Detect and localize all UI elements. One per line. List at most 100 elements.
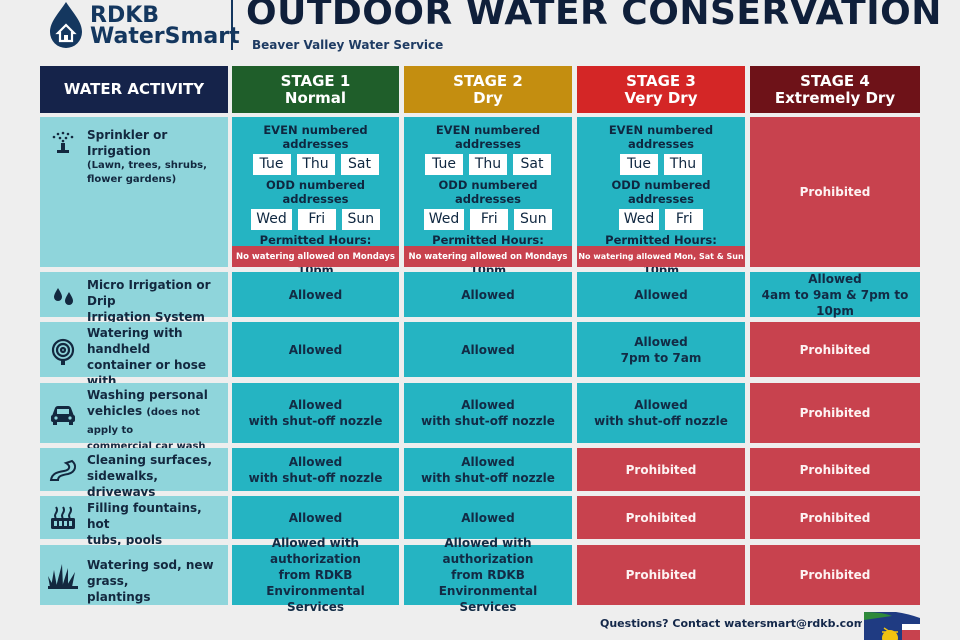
- status-allowed: Services: [459, 600, 517, 614]
- odd-label: ODD numbered addresses: [611, 178, 711, 206]
- stage4-name: Extremely Dry: [774, 88, 896, 107]
- column-header-stage2: STAGE 2 Dry: [404, 66, 572, 113]
- grass-icon: [48, 564, 78, 589]
- status-allowed: 7pm to 7am: [620, 350, 702, 365]
- day-badge: Wed: [618, 209, 660, 230]
- activity-title: vehicles: [87, 404, 143, 418]
- activity-title: Watering with handheld: [87, 326, 183, 356]
- stage3-status-cell: Prohibited: [577, 496, 745, 539]
- stage1-name: Normal: [284, 88, 347, 107]
- stage4-status-cell: Prohibited: [750, 322, 920, 377]
- day-badge: Tue: [620, 154, 658, 175]
- day-badge: Fri: [297, 209, 336, 230]
- status-allowed: Allowed: [288, 342, 343, 357]
- day-badge: Tue: [425, 154, 463, 175]
- day-badge: Thu: [469, 154, 507, 175]
- status-allowed: with shut-off nozzle: [248, 470, 383, 485]
- activity-cell: Cleaning surfaces, sidewalks, driveways: [40, 448, 228, 499]
- stage1-number: STAGE 1: [280, 71, 351, 90]
- stage1-status-cell: Allowed with shut-off nozzle: [232, 383, 399, 443]
- no-watering-banner: No watering allowed on Mondays: [404, 246, 572, 267]
- stage3-status-cell: Allowed: [577, 272, 745, 317]
- stage1-status-cell: Allowed: [232, 272, 399, 317]
- stage3-name: Very Dry: [624, 88, 698, 107]
- status-allowed: with shut-off nozzle: [594, 414, 728, 428]
- activity-note: (does not apply to: [87, 407, 200, 436]
- activity-cell: Micro Irrigation or Drip Irrigation Syste…: [40, 272, 228, 324]
- stage3-status-cell: Prohibited: [577, 545, 745, 605]
- column-header-stage3: STAGE 3 Very Dry: [577, 66, 745, 113]
- sprinkler-icon: [52, 131, 74, 153]
- activity-title: tubs, pools: [87, 533, 163, 547]
- status-prohibited: Prohibited: [799, 185, 871, 199]
- stage3-status-cell: Allowed 7pm to 7am: [577, 322, 745, 377]
- activity-note-sprinkler-1: (Lawn, trees, shrubs,: [87, 160, 207, 171]
- day-badge: Wed: [423, 209, 465, 230]
- even-label: EVEN numbered addresses: [435, 123, 541, 151]
- odd-days: Wed Fri Sun: [251, 209, 380, 230]
- day-badge: Thu: [296, 154, 335, 175]
- hours-label: Permitted Hours:: [259, 233, 372, 247]
- day-badge: Thu: [664, 154, 702, 175]
- stage4-status-cell: Prohibited: [750, 496, 920, 539]
- status-allowed: Allowed: [288, 510, 343, 525]
- status-allowed: Allowed: [461, 287, 515, 302]
- stage2-status-cell: Allowed with authorization from RDKB Envi…: [404, 536, 572, 614]
- logo-text-watersmart: WaterSmart: [90, 24, 240, 49]
- column-header-activity: WATER ACTIVITY: [40, 66, 228, 113]
- activity-title: Micro Irrigation or Drip: [87, 278, 211, 308]
- activity-title: Irrigation System: [87, 310, 205, 324]
- odd-days: Wed Fri Sun: [423, 209, 553, 230]
- even-days: Tue Thu: [620, 154, 702, 175]
- stage1-status-cell: Allowed with shut-off nozzle: [232, 448, 399, 491]
- status-allowed: with shut-off nozzle: [421, 414, 555, 428]
- status-allowed: from RDKB Environmental: [438, 568, 538, 598]
- hours-label: Permitted Hours:: [432, 233, 544, 247]
- status-allowed: Allowed with authorization: [442, 536, 534, 566]
- stage4-status-cell: Prohibited: [750, 545, 920, 605]
- logo-text-rdkb: RDKB: [90, 3, 160, 28]
- activity-title: Cleaning surfaces,: [87, 453, 212, 467]
- stage2-status-cell: Allowed with shut-off nozzle: [404, 448, 572, 491]
- activity-title: Filling fountains, hot: [87, 501, 202, 531]
- activity-cell: Watering sod, new grass, plantings: [40, 545, 228, 605]
- status-prohibited: Prohibited: [799, 568, 871, 582]
- sprinkler-stage2-cell: EVEN numbered addresses Tue Thu Sat ODD …: [404, 117, 572, 277]
- hose-icon: [51, 338, 75, 365]
- odd-label: ODD numbered addresses: [266, 178, 365, 206]
- activity-title-sprinkler: Sprinkler or Irrigation: [87, 128, 168, 158]
- page-subtitle: Beaver Valley Water Service: [252, 38, 444, 52]
- status-allowed: Allowed: [288, 287, 343, 302]
- activity-cell: Washing personal vehicles (does not apply…: [40, 383, 228, 468]
- status-allowed: Allowed: [461, 454, 515, 469]
- bc-flag-logo: [862, 612, 920, 640]
- stage4-status-cell: Prohibited: [750, 383, 920, 443]
- status-prohibited: Prohibited: [799, 406, 871, 420]
- stage1-status-cell: Allowed: [232, 322, 399, 377]
- even-label: EVEN numbered addresses: [263, 123, 368, 151]
- page-title: OUTDOOR WATER CONSERVATION: [246, 0, 942, 33]
- stage4-status-cell: Allowed 4am to 9am & 7pm to 10pm: [750, 272, 920, 318]
- status-prohibited: Prohibited: [625, 568, 697, 582]
- activity-title: Washing personal: [87, 388, 208, 402]
- sprinkler-stage1-cell: EVEN numbered addresses Tue Thu Sat ODD …: [232, 117, 399, 277]
- stage3-status-cell: Prohibited: [577, 448, 745, 491]
- status-allowed: Allowed: [288, 454, 343, 469]
- activity-title: plantings: [87, 590, 151, 604]
- day-badge: Sun: [514, 209, 553, 230]
- status-allowed: Allowed: [461, 342, 515, 357]
- day-badge: Wed: [251, 209, 292, 230]
- stage4-number: STAGE 4: [800, 71, 870, 90]
- day-badge: Tue: [252, 154, 291, 175]
- activity-title: sidewalks, driveways: [87, 469, 158, 499]
- stage2-status-cell: Allowed: [404, 272, 572, 317]
- status-prohibited: Prohibited: [799, 462, 871, 477]
- status-allowed: Allowed with authorization: [270, 536, 361, 566]
- status-allowed: Allowed: [634, 334, 688, 349]
- status-allowed: Allowed: [461, 398, 515, 412]
- day-badge: Sun: [341, 209, 380, 230]
- stage2-status-cell: Allowed with shut-off nozzle: [404, 383, 572, 443]
- activity-note-sprinkler-2: flower gardens): [87, 174, 177, 185]
- day-badge: Sat: [340, 154, 379, 175]
- header-divider: [231, 0, 233, 50]
